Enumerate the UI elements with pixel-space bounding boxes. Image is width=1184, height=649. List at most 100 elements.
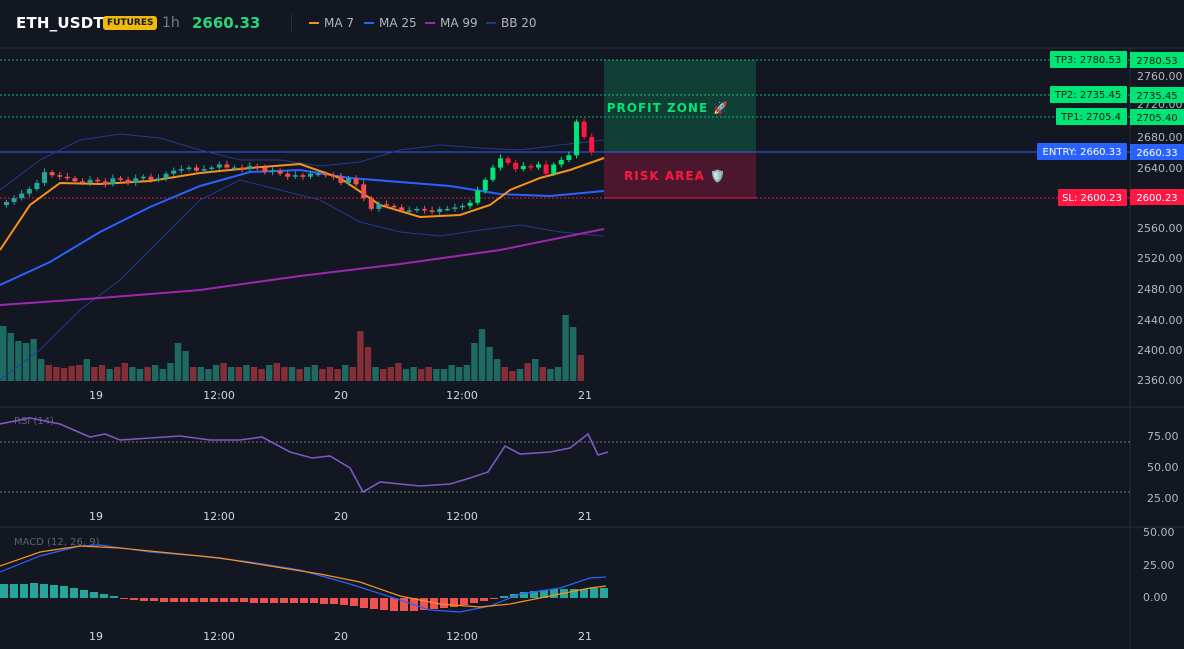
candle-body[interactable] [513, 162, 519, 170]
candle-body[interactable] [460, 205, 465, 208]
candle-body[interactable] [551, 164, 557, 174]
candle-body[interactable] [482, 179, 488, 191]
candle-body[interactable] [414, 208, 420, 211]
macd-hist-bar [600, 588, 608, 598]
candle-body[interactable] [95, 179, 101, 182]
legend-ma7[interactable]: MA 7 [309, 16, 354, 30]
candle-body[interactable] [376, 204, 382, 209]
candle-body[interactable] [156, 178, 161, 180]
entry-tag[interactable]: ENTRY: 2660.33 [1037, 143, 1127, 160]
time-label: 19 [89, 389, 103, 402]
candle-body[interactable] [399, 207, 405, 211]
candle-body[interactable] [118, 178, 123, 180]
candle-body[interactable] [566, 155, 572, 160]
candle-body[interactable] [270, 170, 275, 173]
candle-body[interactable] [133, 178, 139, 183]
candle-body[interactable] [574, 121, 579, 156]
candle-body[interactable] [42, 172, 47, 183]
candle-body[interactable] [19, 193, 25, 199]
candle-body[interactable] [247, 166, 253, 170]
candle-body[interactable] [422, 208, 427, 211]
candle-body[interactable] [87, 179, 93, 183]
candle-body[interactable] [254, 166, 260, 168]
candle-body[interactable] [232, 167, 237, 170]
candle-body[interactable] [361, 184, 367, 199]
candle-body[interactable] [490, 167, 496, 180]
tp1-tag[interactable]: TP1: 2705.4 [1056, 108, 1127, 125]
candle-body[interactable] [292, 175, 298, 177]
candle-body[interactable] [323, 173, 329, 176]
candle-body[interactable] [11, 198, 17, 203]
candle-body[interactable] [452, 207, 458, 209]
candle-body[interactable] [34, 182, 40, 189]
symbol-label[interactable]: ETH_USDT [16, 14, 104, 32]
candle-body[interactable] [140, 176, 146, 179]
candle-body[interactable] [528, 166, 534, 168]
candle-body[interactable] [239, 167, 245, 170]
candle-body[interactable] [4, 202, 9, 206]
candle-body[interactable] [475, 190, 481, 203]
candle-body[interactable] [262, 167, 268, 173]
candle-body[interactable] [110, 178, 116, 185]
candle-body[interactable] [308, 173, 313, 177]
candle-body[interactable] [285, 173, 291, 177]
candle-body[interactable] [315, 173, 321, 176]
candle-body[interactable] [277, 170, 283, 174]
candle-body[interactable] [330, 175, 336, 177]
candle-body[interactable] [368, 198, 374, 209]
candle-body[interactable] [338, 176, 344, 183]
candlesticks[interactable] [4, 118, 595, 216]
sl-tag[interactable]: SL: 2600.23 [1058, 189, 1127, 206]
candle-body[interactable] [467, 202, 473, 206]
candle-body[interactable] [498, 158, 503, 168]
candle-body[interactable] [437, 208, 443, 212]
candle-body[interactable] [102, 181, 108, 185]
candle-body[interactable] [346, 178, 351, 183]
candle-body[interactable] [300, 175, 306, 177]
volume-bar [296, 369, 303, 381]
candle-body[interactable] [194, 167, 199, 171]
candle-body[interactable] [163, 173, 169, 179]
candle-body[interactable] [520, 166, 526, 170]
macd-hist-bar [210, 598, 218, 602]
timeframe-label[interactable]: 1h [162, 15, 180, 31]
candle-body[interactable] [581, 121, 587, 137]
candle-body[interactable] [201, 169, 207, 171]
candle-body[interactable] [505, 158, 511, 163]
tp2-tag[interactable]: TP2: 2735.45 [1050, 86, 1127, 103]
candle-body[interactable] [444, 208, 450, 211]
candle-body[interactable] [353, 178, 359, 185]
legend-ma25[interactable]: MA 25 [364, 16, 417, 30]
candle-body[interactable] [536, 164, 541, 168]
candle-body[interactable] [429, 210, 435, 212]
macd-hist-bar [0, 584, 8, 598]
candle-body[interactable] [543, 164, 549, 174]
tp3-tag[interactable]: TP3: 2780.53 [1050, 51, 1127, 68]
candle-body[interactable] [72, 178, 78, 182]
candle-body[interactable] [406, 210, 412, 212]
candle-body[interactable] [49, 172, 55, 176]
candle-body[interactable] [186, 167, 192, 170]
candle-body[interactable] [224, 164, 230, 168]
candle-body[interactable] [384, 204, 389, 206]
volume-bar [440, 369, 448, 381]
legend-bb20[interactable]: BB 20 [486, 16, 537, 30]
candle-body[interactable] [178, 169, 184, 171]
legend-ma99[interactable]: MA 99 [425, 16, 478, 30]
candle-body[interactable] [589, 136, 595, 153]
candle-body[interactable] [171, 170, 177, 174]
candle-body[interactable] [209, 167, 215, 170]
candle-body[interactable] [391, 205, 397, 208]
candle-body[interactable] [57, 175, 63, 177]
volume-bar [304, 367, 311, 381]
macd-hist-bar [200, 598, 208, 602]
candle-body[interactable] [26, 188, 32, 194]
candle-body[interactable] [216, 164, 222, 168]
candle-body[interactable] [64, 176, 70, 179]
candle-body[interactable] [125, 179, 131, 183]
candle-body[interactable] [558, 159, 564, 165]
candle-body[interactable] [80, 181, 85, 183]
candle-body[interactable] [148, 176, 154, 180]
volume-bar [418, 369, 425, 381]
